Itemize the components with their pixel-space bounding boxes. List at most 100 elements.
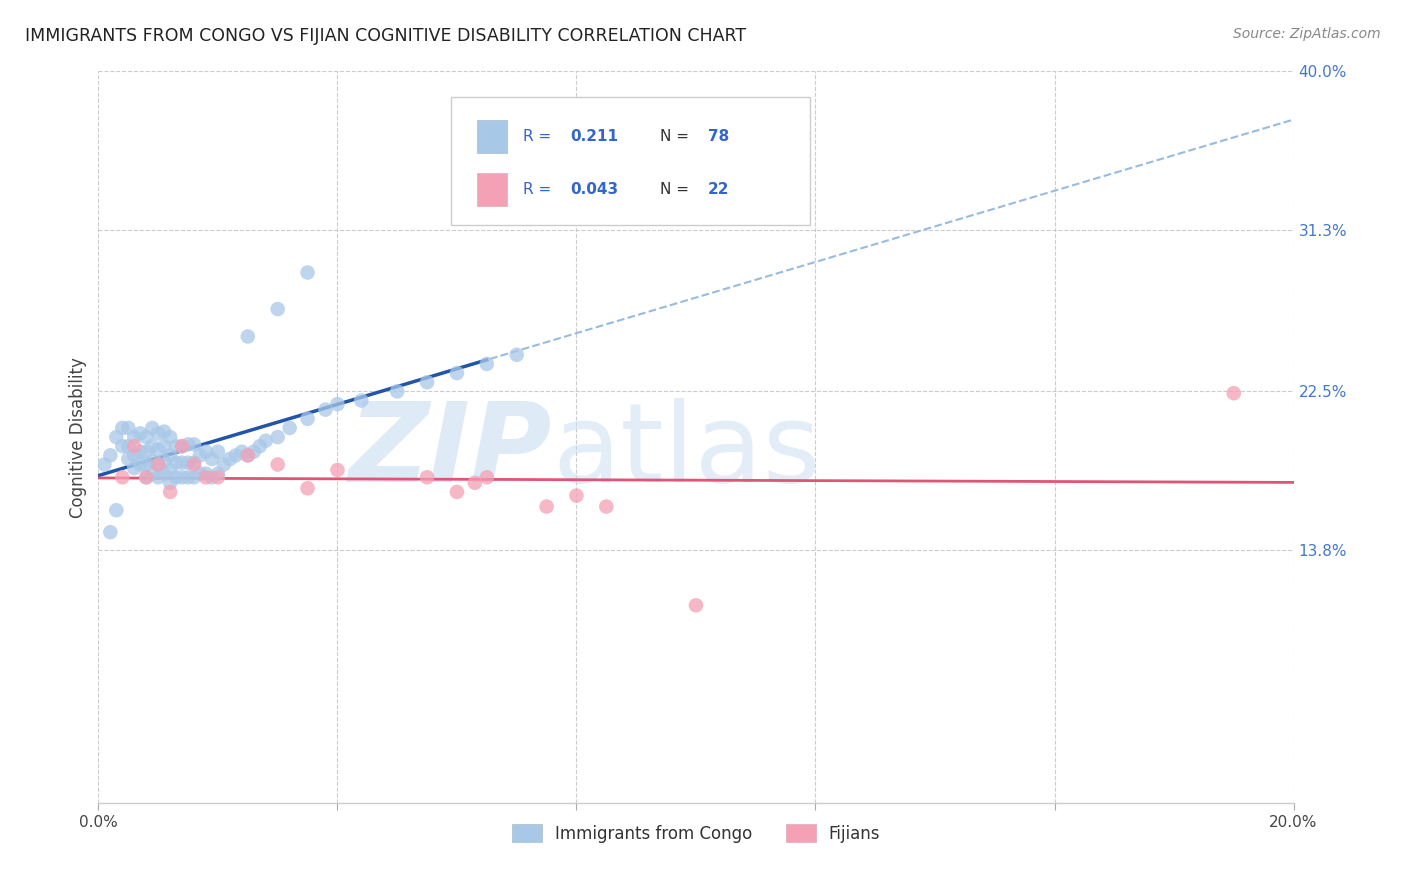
Point bbox=[172, 439, 194, 453]
Point bbox=[267, 458, 290, 472]
Point bbox=[536, 500, 558, 514]
Point bbox=[385, 384, 409, 399]
Point bbox=[416, 375, 439, 389]
Point bbox=[172, 439, 194, 453]
Point bbox=[297, 412, 319, 426]
Point bbox=[177, 437, 200, 451]
Point bbox=[183, 437, 205, 451]
Point bbox=[148, 458, 170, 472]
Point bbox=[159, 475, 181, 490]
Point bbox=[124, 439, 146, 453]
Point bbox=[195, 470, 218, 484]
Point bbox=[315, 402, 337, 417]
Bar bbox=[477, 120, 508, 153]
Text: 22: 22 bbox=[709, 182, 730, 197]
Text: IMMIGRANTS FROM CONGO VS FIJIAN COGNITIVE DISABILITY CORRELATION CHART: IMMIGRANTS FROM CONGO VS FIJIAN COGNITIV… bbox=[25, 27, 747, 45]
Text: 0.043: 0.043 bbox=[571, 182, 619, 197]
Point bbox=[249, 439, 271, 453]
Point bbox=[201, 470, 224, 484]
Point bbox=[98, 525, 122, 540]
Text: Source: ZipAtlas.com: Source: ZipAtlas.com bbox=[1233, 27, 1381, 41]
Point bbox=[111, 421, 134, 435]
Point bbox=[685, 599, 707, 613]
Point bbox=[141, 467, 163, 481]
Text: R =: R = bbox=[523, 182, 551, 197]
Point bbox=[135, 430, 157, 444]
Point bbox=[129, 458, 152, 472]
Point bbox=[159, 485, 181, 500]
Point bbox=[183, 456, 205, 470]
Point bbox=[172, 456, 194, 470]
Point bbox=[236, 448, 259, 462]
Point bbox=[506, 348, 529, 362]
Point bbox=[267, 301, 290, 317]
Point bbox=[177, 456, 200, 470]
Text: N =: N = bbox=[661, 182, 689, 197]
Point bbox=[111, 470, 134, 484]
Point bbox=[117, 439, 139, 453]
Point bbox=[195, 467, 218, 481]
Point bbox=[350, 393, 373, 408]
Point bbox=[153, 439, 176, 453]
Point bbox=[141, 454, 163, 468]
Point bbox=[1223, 386, 1246, 401]
Point bbox=[416, 470, 439, 484]
Text: N =: N = bbox=[661, 128, 689, 144]
Point bbox=[124, 461, 146, 475]
Text: ZIP: ZIP bbox=[349, 398, 553, 505]
Point bbox=[124, 430, 146, 444]
Point bbox=[129, 444, 152, 458]
Text: atlas: atlas bbox=[553, 398, 821, 505]
Point bbox=[105, 430, 128, 444]
Point bbox=[254, 434, 277, 448]
Point bbox=[212, 458, 235, 472]
Point bbox=[177, 470, 200, 484]
Legend: Immigrants from Congo, Fijians: Immigrants from Congo, Fijians bbox=[505, 818, 887, 849]
Point bbox=[153, 467, 176, 481]
Point bbox=[446, 366, 468, 380]
Point bbox=[117, 421, 139, 435]
Y-axis label: Cognitive Disability: Cognitive Disability bbox=[69, 357, 87, 517]
Point bbox=[326, 397, 349, 411]
Text: 0.211: 0.211 bbox=[571, 128, 619, 144]
Point bbox=[148, 470, 170, 484]
Point bbox=[219, 452, 242, 467]
Point bbox=[243, 444, 266, 458]
Point bbox=[141, 421, 163, 435]
Point bbox=[183, 458, 205, 472]
Point bbox=[236, 329, 259, 343]
Point bbox=[159, 430, 181, 444]
Point bbox=[93, 458, 115, 472]
Point bbox=[165, 439, 187, 453]
Point bbox=[475, 470, 498, 484]
Point bbox=[153, 454, 176, 468]
Point bbox=[595, 500, 617, 514]
Point bbox=[129, 426, 152, 441]
FancyBboxPatch shape bbox=[451, 97, 810, 225]
Point bbox=[207, 444, 229, 458]
Point bbox=[124, 448, 146, 462]
Point bbox=[188, 448, 211, 462]
Point bbox=[195, 444, 218, 458]
Point bbox=[207, 467, 229, 481]
Point bbox=[135, 470, 157, 484]
Point bbox=[165, 456, 187, 470]
Point bbox=[201, 452, 224, 467]
Point bbox=[135, 444, 157, 458]
Point bbox=[117, 452, 139, 467]
Bar bbox=[477, 173, 508, 206]
Point bbox=[148, 458, 170, 472]
Point bbox=[148, 426, 170, 441]
Point bbox=[183, 470, 205, 484]
Point bbox=[98, 448, 122, 462]
Point bbox=[565, 489, 588, 503]
Text: 78: 78 bbox=[709, 128, 730, 144]
Point bbox=[231, 444, 253, 458]
Point bbox=[111, 439, 134, 453]
Point bbox=[297, 481, 319, 495]
Text: R =: R = bbox=[523, 128, 551, 144]
Point bbox=[267, 430, 290, 444]
Point bbox=[141, 439, 163, 453]
Point bbox=[148, 442, 170, 457]
Point bbox=[172, 470, 194, 484]
